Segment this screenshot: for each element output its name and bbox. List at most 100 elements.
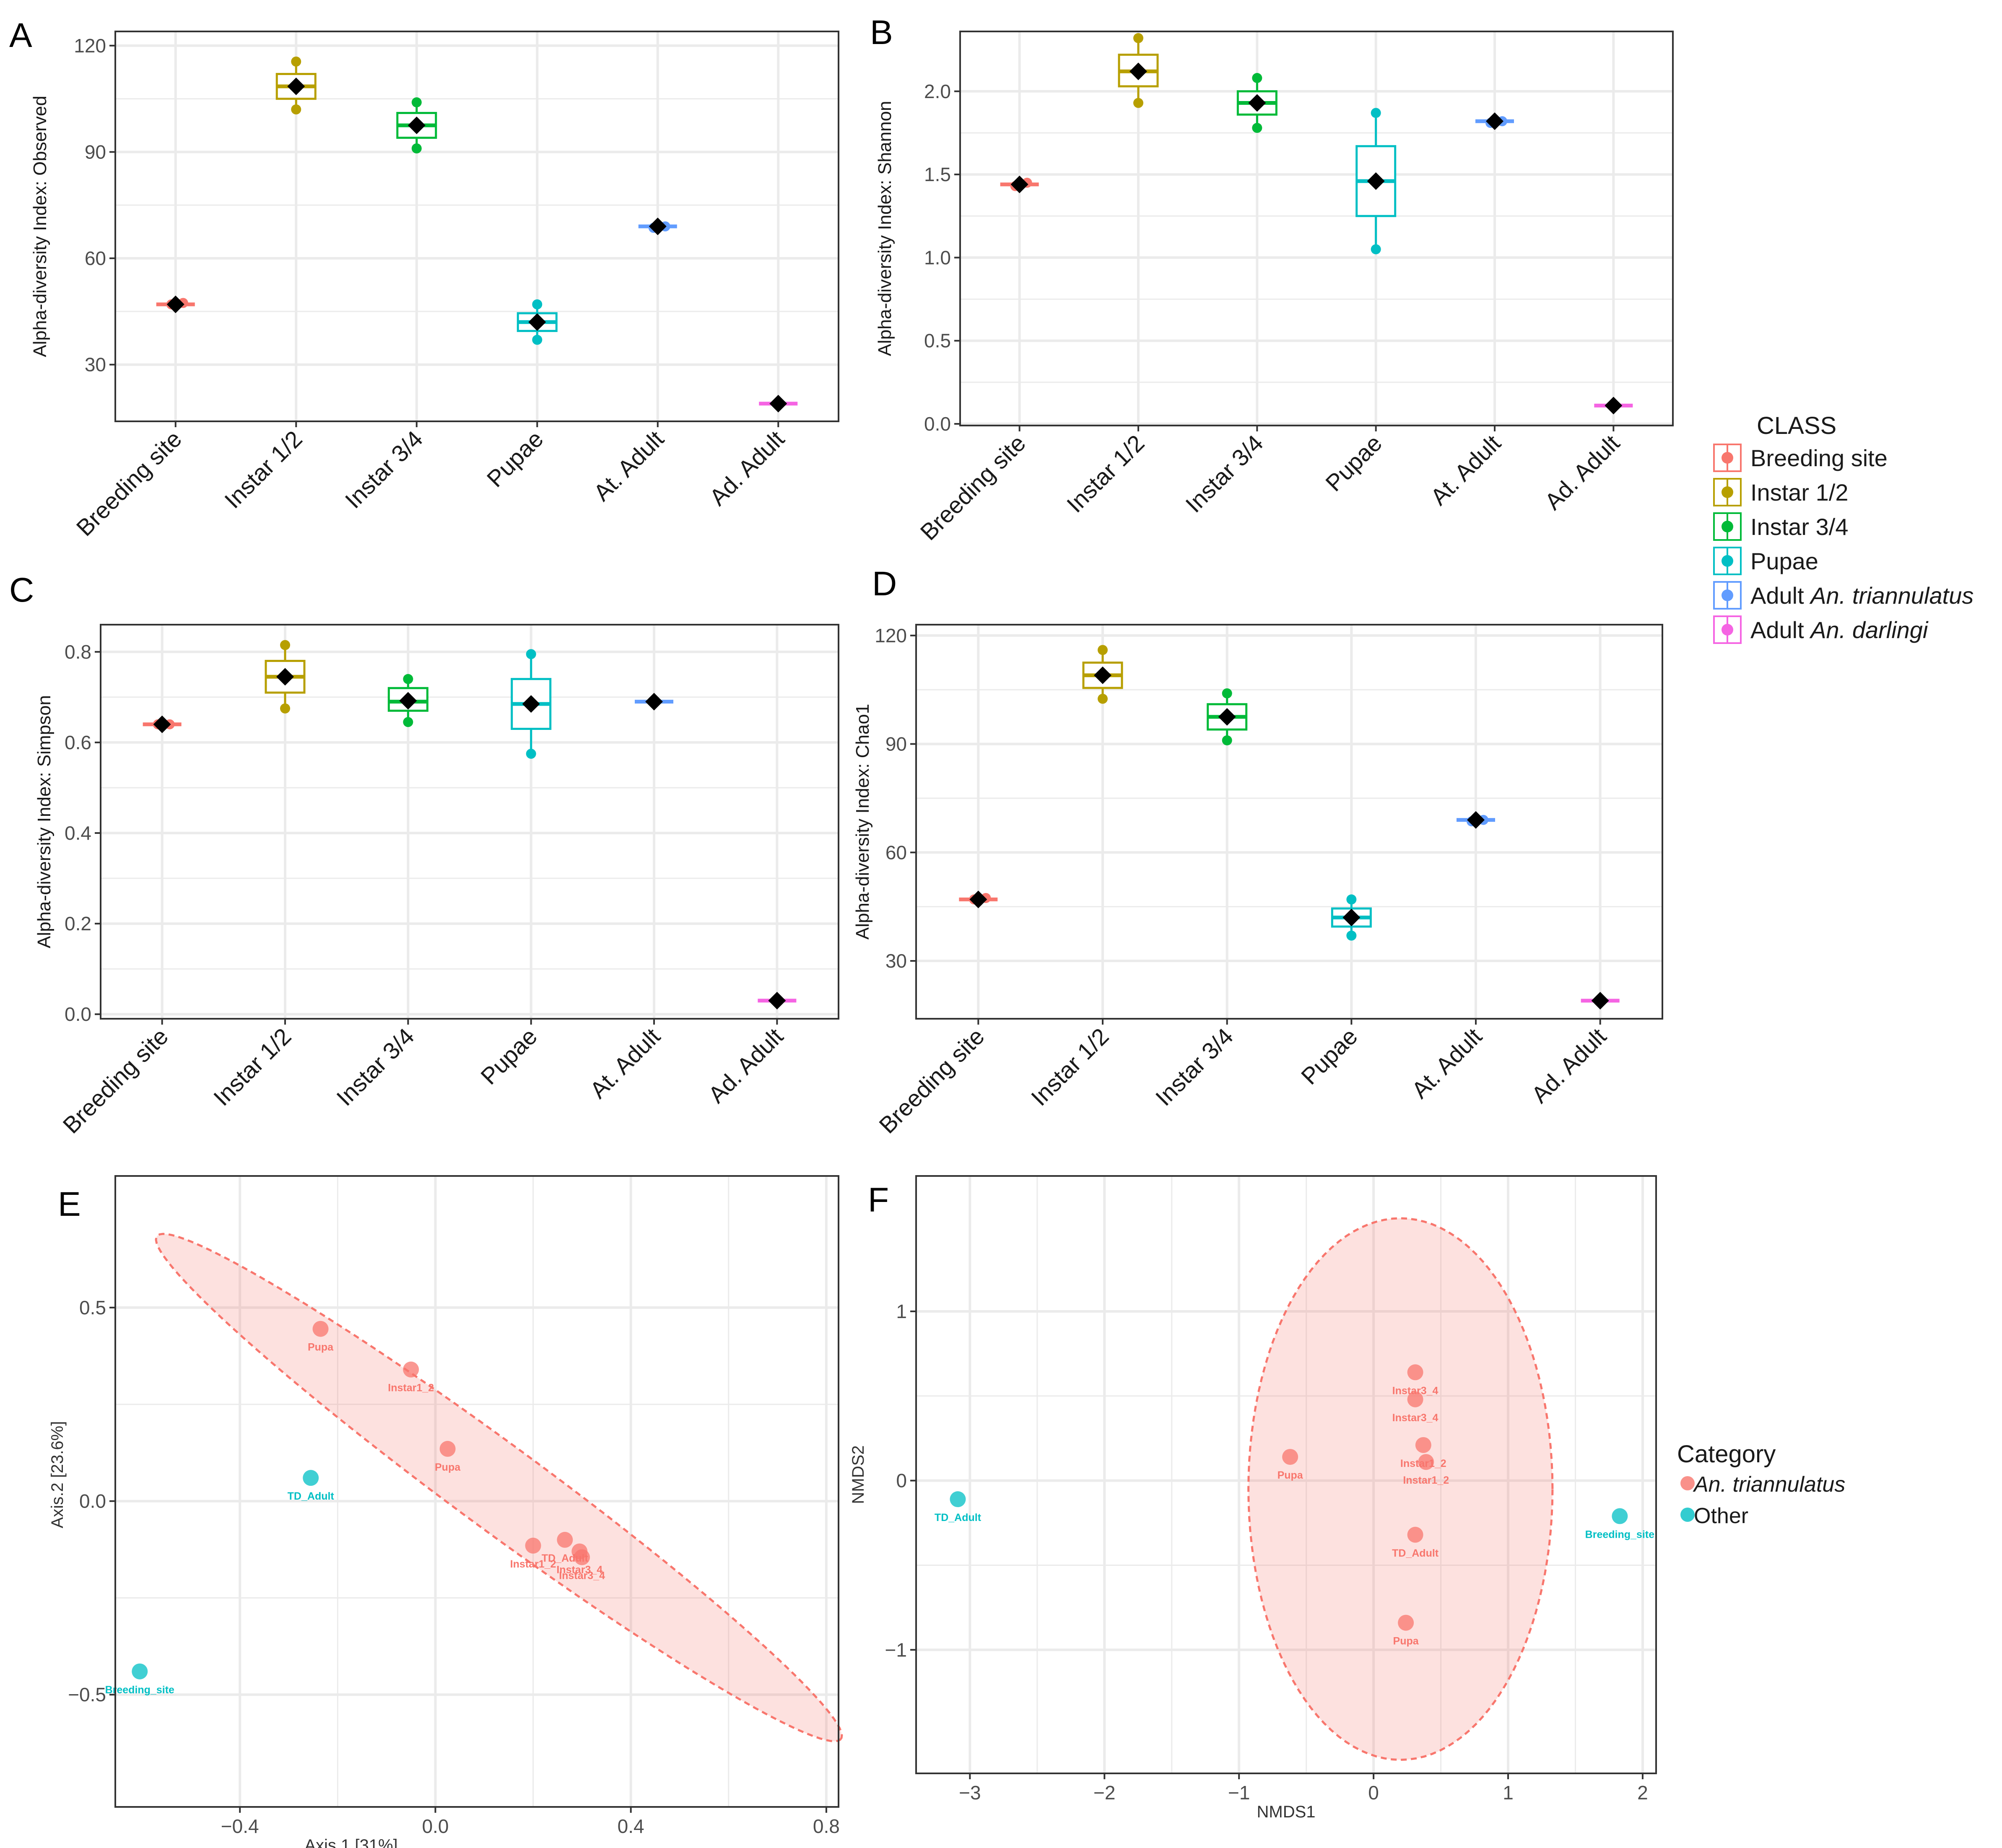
x-tick-label: 0.8 [813,1815,840,1837]
mean-marker [166,296,184,313]
y-axis-title: Axis.2 [23.6%] [48,1421,67,1529]
legend-item: Other [1680,1504,1748,1528]
panel-letter-F: F [868,1181,889,1219]
box-breeding-site [959,890,998,908]
data-point [1346,930,1357,941]
point-label: TD_Adult [1392,1547,1439,1559]
point-marker [1418,1454,1434,1470]
point-marker [1407,1364,1423,1381]
box-pupae [511,649,552,759]
point-label: Instar1_2 [510,1558,556,1570]
box-ad-adult [1581,991,1620,1010]
point-marker [312,1321,329,1337]
data-point [1222,735,1232,745]
mean-marker [287,78,305,96]
point-marker [1407,1526,1423,1543]
x-tick-label: Instar 3/4 [340,426,428,514]
x-tick-label: Instar 1/2 [219,426,307,514]
sample-point: TD_Adult [935,1491,982,1524]
mean-marker [1367,172,1385,190]
x-tick-label: Instar 1/2 [1026,1023,1114,1111]
y-tick-label: −0.5 [68,1684,106,1705]
plot-background [115,31,839,421]
data-point [1222,688,1232,698]
mean-marker [1486,112,1503,130]
sample-point: Pupa [1278,1449,1304,1481]
panel-letter-C: C [9,571,34,609]
legend-label: Adult An. darlingi [1750,617,1929,643]
legend-category: Category An. triannulatus Other [1677,1441,1845,1528]
legend-key-dot [1680,1476,1695,1490]
legend-label: Instar 3/4 [1750,514,1848,540]
legend-item: An. triannulatus [1680,1472,1845,1497]
sample-point: Instar3_4 [1392,1364,1439,1396]
box-instar-1-2 [275,56,317,114]
x-tick-label: At. Adult [584,1023,665,1103]
confidence-ellipse [1247,1217,1554,1761]
sample-point: TD_Adult [1392,1526,1439,1559]
sample-point: Instar3_4 [1392,1391,1439,1424]
y-tick-label: 0.5 [924,330,951,352]
mean-marker [1248,94,1266,112]
y-tick-label: 60 [85,247,106,269]
box-at-adult [1475,112,1514,130]
x-tick-label: −2 [1093,1782,1115,1804]
data-point [291,56,301,67]
data-point [526,748,536,759]
box-breeding-site [156,296,195,313]
mean-marker [408,117,426,135]
x-tick-label: Breeding site [874,1023,989,1139]
y-axis-title: NMDS2 [849,1445,867,1504]
confidence-ellipse [155,1233,843,1742]
data-point [411,97,422,108]
x-tick-label: 0 [1368,1782,1379,1804]
x-tick-label: Ad. Adult [1540,430,1625,515]
sample-point: Instar1_2 [510,1537,556,1570]
legend-label-text: Adult [1750,582,1810,609]
y-tick-label: 0.6 [65,732,91,753]
panel-C: 0.0 0.2 0.4 0.6 0.8 Breeding site Instar 1/2 In… [34,624,839,1139]
legend-key-dot [1722,624,1733,636]
y-tick-label: 0.0 [79,1490,106,1512]
y-tick-label: 1 [896,1300,907,1322]
point-label: Instar3_4 [559,1570,605,1581]
x-tick-label: Pupae [1320,430,1387,496]
panel-B: 0.0 0.5 1.0 1.5 2.0 Breeding site Instar 1/2 In… [875,31,1674,545]
mean-marker [969,890,987,908]
x-tick-label: 2 [1637,1782,1648,1804]
box-at-adult [635,693,673,711]
x-tick-label: 1 [1503,1782,1514,1804]
legend-label-species: An. darlingi [1809,617,1929,643]
x-tick-label: 0.4 [618,1815,644,1837]
y-axis-title: Alpha-diversity Index: Observed [30,96,50,357]
legend-key-dot [1722,521,1733,532]
box-instar-3-4 [1207,688,1248,745]
point-label: Pupa [1278,1469,1304,1481]
point-marker [132,1663,148,1679]
legend-key-dot [1722,589,1733,601]
mean-marker [1591,991,1609,1010]
mean-marker [1130,62,1147,80]
data-point [1133,33,1143,43]
point-marker [557,1531,573,1548]
point-marker [950,1491,966,1508]
x-tick-label: −1 [1228,1782,1250,1804]
point-marker [1415,1437,1431,1453]
point-marker [525,1537,541,1554]
legend-label-text: Adult [1750,617,1810,643]
legend-item: Adult An. darlingi [1713,615,1929,644]
x-tick-label: Ad. Adult [703,1023,788,1108]
plot-background [101,625,839,1019]
mean-marker [645,693,663,711]
x-axis-title: NMDS1 [1257,1803,1315,1821]
x-tick-label: At. Adult [588,426,669,506]
legend-key-dot [1722,452,1733,464]
x-tick-label: −0.4 [221,1815,259,1837]
data-point [403,674,413,684]
box-breeding-site [143,715,182,733]
point-marker [574,1549,590,1565]
x-tick-label: At. Adult [1425,430,1506,510]
point-marker [1612,1508,1628,1524]
plot-background [916,625,1662,1019]
box-breeding-site [1000,175,1039,193]
